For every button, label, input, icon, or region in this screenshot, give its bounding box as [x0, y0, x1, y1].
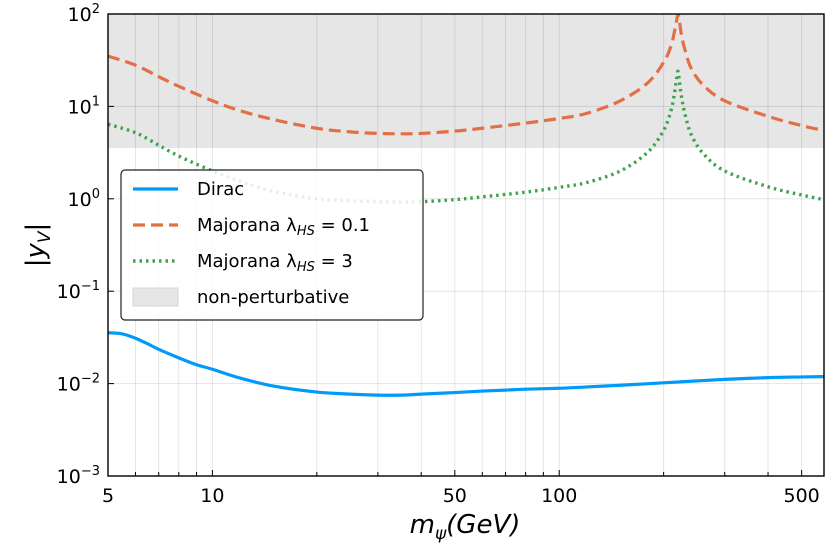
series-line-majorana-lambda-3 — [108, 69, 824, 204]
legend-label-non-perturbative: non-perturbative — [197, 287, 349, 308]
y-tick-label: 101 — [68, 94, 100, 118]
y-tick-label: 10−3 — [57, 464, 100, 488]
y-tick-label: 10−2 — [57, 372, 100, 396]
legend-label-majorana-3-sub: HS — [297, 260, 315, 275]
y-axis-label-sub: V — [35, 230, 55, 243]
y-tick-label: 100 — [68, 187, 100, 211]
legend-label-majorana-0-1: Majorana λHS = 0.1 — [197, 215, 370, 239]
non-perturbative-region — [108, 14, 824, 149]
y-axis-label: |yV| — [21, 223, 55, 268]
y-axis-label-bar-right: | — [21, 223, 51, 232]
legend: Dirac Majorana λHS = 0.1 Majorana λHS = … — [120, 169, 424, 321]
shaded-region-layer — [108, 14, 824, 149]
x-tick-label: 500 — [784, 485, 820, 507]
x-axis-label-sub: ψ — [435, 524, 447, 544]
legend-label-majorana-3-main: Majorana λ — [197, 251, 297, 272]
y-axis-label-bar-left: | — [21, 259, 51, 268]
x-tick-label: 10 — [200, 485, 224, 507]
legend-swatch-non-perturbative — [132, 287, 179, 307]
y-tick-label: 102 — [68, 2, 100, 26]
legend-label-majorana-3-tail: = 3 — [315, 251, 353, 272]
legend-label-majorana-0-1-tail: = 0.1 — [315, 215, 370, 236]
x-tick-label: 100 — [541, 485, 577, 507]
y-axis-label-inner: y — [21, 243, 51, 260]
series-line-majorana-lambda-0-1 — [108, 14, 824, 136]
legend-label-majorana-3: Majorana λHS = 3 — [197, 251, 353, 275]
x-axis-label-unit: (GeV) — [446, 510, 520, 540]
legend-box — [120, 169, 424, 321]
legend-label-dirac: Dirac — [197, 179, 244, 200]
tick-layer: 5 10 50 100 500 10−3 10−2 10−1 100 101 102 — [57, 2, 820, 507]
plot-frame — [107, 13, 825, 477]
y-tick-label: 10−1 — [57, 279, 100, 303]
svg-text:|yV|: |yV| — [21, 223, 55, 268]
series-line-dirac — [108, 331, 824, 397]
x-tick-label: 50 — [443, 485, 467, 507]
x-tick-label: 5 — [102, 485, 114, 507]
series-layer — [108, 14, 824, 397]
x-axis-label-base: m — [410, 510, 435, 540]
legend-label-majorana-0-1-main: Majorana λ — [197, 215, 297, 236]
x-axis-label: mψ(GeV) — [410, 510, 521, 544]
legend-label-majorana-0-1-sub: HS — [297, 224, 315, 239]
